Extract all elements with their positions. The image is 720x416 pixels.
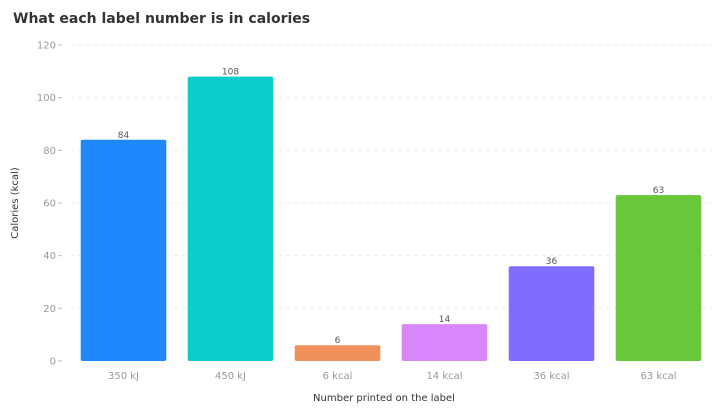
x-tick-label: 6 kcal [323,371,353,382]
bar [508,266,595,361]
y-tick-label: 100 [37,93,56,104]
bar [401,324,488,361]
y-axis-ticks: 0 20 40 60 80 100 120 [37,41,62,368]
y-tick-label: 0 [50,357,56,368]
bar [615,195,702,361]
y-tick-label: 80 [43,146,56,157]
bar-value-label: 84 [118,131,130,141]
bar [294,345,381,361]
gridlines [70,44,712,309]
bar-value-labels: 84 108 6 14 36 63 [118,68,664,347]
x-axis-title: Number printed on the label [313,393,455,404]
bar [80,139,167,361]
y-tick-label: 40 [43,251,56,262]
x-tick-label: 14 kcal [426,371,462,382]
y-axis-title: Calories (kcal) [10,167,21,239]
y-tick-label: 20 [43,304,56,315]
bars [80,76,702,361]
bar-value-label: 6 [335,336,341,346]
bar-value-label: 63 [653,186,664,196]
x-tick-label: 450 kJ [215,371,246,382]
x-tick-label: 350 kJ [108,371,139,382]
bar-value-label: 14 [439,315,451,325]
bar [187,76,274,361]
y-tick-label: 60 [43,199,56,210]
bar-value-label: 108 [222,68,239,78]
x-tick-label: 36 kcal [533,371,569,382]
x-axis-ticks: 350 kJ 450 kJ 6 kcal 14 kcal 36 kcal 63 kcal [108,371,677,382]
x-tick-label: 63 kcal [640,371,676,382]
y-tick-label: 120 [37,41,56,52]
chart-title: What each label number is in calories [13,11,311,27]
bar-value-label: 36 [546,257,558,267]
